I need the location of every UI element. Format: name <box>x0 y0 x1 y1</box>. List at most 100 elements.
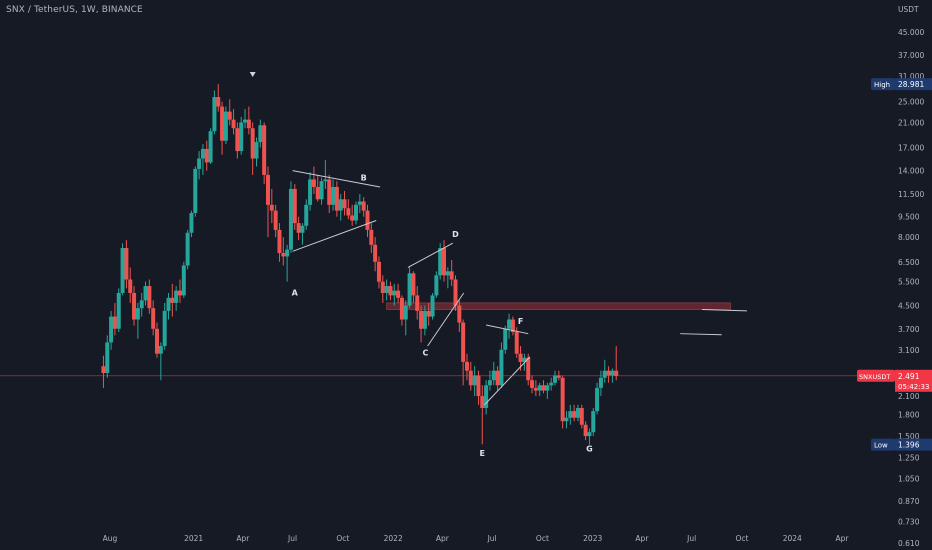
candle <box>101 355 106 388</box>
candle-body <box>549 382 554 386</box>
candle-body <box>606 370 611 376</box>
annotation-label-d: D <box>452 230 459 239</box>
candle <box>464 353 469 381</box>
candle-body <box>162 310 167 347</box>
candle-body <box>476 375 481 397</box>
candle-body <box>503 328 508 350</box>
candle <box>361 197 366 217</box>
y-tick-label: 21.000 <box>898 118 924 127</box>
y-tick-label: 9.500 <box>898 213 920 222</box>
y-tick-label: 8.000 <box>898 233 920 242</box>
candle <box>388 281 393 301</box>
candle-body <box>556 375 561 378</box>
annotation-label-b: B <box>361 173 367 182</box>
candle <box>132 286 137 326</box>
candle <box>185 229 190 270</box>
candle <box>338 193 343 221</box>
y-tick-label: 31.000 <box>898 72 924 81</box>
candle <box>281 237 286 266</box>
candle <box>399 295 404 326</box>
candle-body <box>598 377 603 388</box>
candle <box>403 300 408 336</box>
candle <box>231 109 236 135</box>
high-label: High 28.981 <box>871 78 932 91</box>
candle-body <box>457 305 462 323</box>
candle-body <box>281 252 286 257</box>
candle <box>135 302 140 339</box>
trendlines-layer <box>249 71 747 406</box>
candle <box>614 346 619 381</box>
candle-body <box>464 361 469 371</box>
candle <box>503 325 508 354</box>
candle <box>235 122 240 159</box>
last-price-bg <box>895 369 932 392</box>
candle <box>598 370 603 397</box>
candle-body <box>365 210 370 230</box>
candle-body <box>468 370 473 386</box>
candle <box>208 128 213 165</box>
candle-body <box>311 179 316 187</box>
price-axis[interactable]: USDT 45.000 37.000 31.000 25.000 21.000 17.000… <box>898 5 924 548</box>
x-tick-label: Jul <box>686 534 696 543</box>
candle-body <box>285 249 290 257</box>
candle <box>265 166 270 238</box>
candle <box>491 361 496 386</box>
candle <box>200 144 205 175</box>
candle <box>541 380 546 394</box>
candle-body <box>541 385 546 391</box>
candle <box>246 106 251 135</box>
candle-body <box>575 407 580 418</box>
candle-body <box>445 271 450 276</box>
candle-body <box>212 97 217 132</box>
candle-body <box>380 281 385 293</box>
candle-body <box>346 208 351 216</box>
y-tick-label: 0.610 <box>898 539 920 548</box>
candle-body <box>591 411 596 433</box>
candle-body <box>208 131 213 163</box>
candle-body <box>430 295 435 317</box>
candle-body <box>116 292 121 329</box>
candle <box>197 151 202 180</box>
candle-body <box>124 248 129 280</box>
candle <box>273 204 278 238</box>
candle <box>319 177 324 205</box>
candle-body <box>315 186 320 200</box>
candle-body <box>376 261 381 282</box>
y-tick-label: 11.500 <box>898 190 924 199</box>
y-tick-label: 45.000 <box>898 28 924 37</box>
candle <box>373 237 378 272</box>
candle-body <box>361 201 366 211</box>
candle-body <box>396 290 401 298</box>
candle <box>220 101 225 155</box>
candle-body <box>491 370 496 381</box>
candle-body <box>128 279 133 293</box>
candle <box>595 382 600 415</box>
candle <box>277 223 282 262</box>
trend-line <box>680 333 722 336</box>
candle-body <box>331 186 336 205</box>
y-tick-label: 1.050 <box>898 474 920 483</box>
y-tick-label: 14.000 <box>898 167 924 176</box>
candle-body <box>254 142 259 159</box>
candle-body <box>109 316 114 343</box>
time-axis[interactable]: Aug 2021 Apr Jul Oct 2022 Apr Jul Oct 2023 Apr Jul O… <box>103 534 850 543</box>
candle <box>262 122 267 185</box>
candle-body <box>595 387 600 412</box>
x-tick-label: Oct <box>735 534 748 543</box>
x-tick-label: Apr <box>236 534 250 543</box>
candle <box>204 140 209 171</box>
y-tick-label: 1.250 <box>898 454 920 463</box>
y-tick-label: 1.500 <box>898 432 920 441</box>
candle-body <box>193 168 198 214</box>
candle-body <box>407 273 412 306</box>
y-tick-label: 25.000 <box>898 98 924 107</box>
candle-body <box>461 322 466 362</box>
low-label-tag <box>871 438 895 451</box>
candle-body <box>170 297 175 303</box>
candle-body <box>419 310 424 329</box>
trend-line <box>427 292 465 347</box>
candle <box>434 271 439 298</box>
candle-body <box>227 111 232 120</box>
candle-body <box>262 125 267 175</box>
